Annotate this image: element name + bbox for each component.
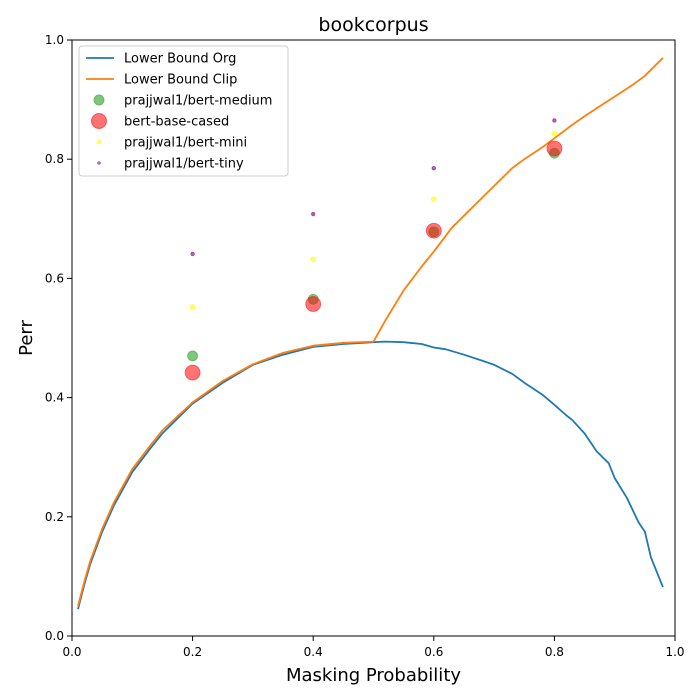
axis-ticks: 0.0 0.2 0.4 0.6 0.8 1.0 0.0 0.2 0.4 0.6 0.8 1.0 [45,33,685,659]
data-point-bert-base-cased [546,140,563,157]
x-tick-label: 0.6 [424,645,443,659]
legend-marker-bert-mini [96,139,102,145]
data-point-prajjwal1-bert-tiny [552,118,557,123]
y-tick-label: 0.8 [45,152,64,166]
legend-label-lower-bound-org: Lower Bound Org [124,52,236,67]
legend-box [78,45,289,177]
y-tick-label: 0.0 [45,629,64,643]
legend-label-lower-bound-clip: Lower Bound Clip [124,73,237,88]
data-point-bert-base-cased [184,364,201,381]
y-tick-label: 0.4 [45,391,64,405]
x-tick-label: 1.0 [665,645,684,659]
x-tick-label: 0.2 [183,645,202,659]
series-line-lower-bound-org [77,340,664,610]
x-tick-label: 0.0 [62,645,81,659]
y-tick-label: 0.6 [45,271,64,285]
plot-area [77,57,664,610]
x-tick-label: 0.4 [304,645,323,659]
data-point-bert-base-cased [425,222,442,239]
plot-frame [71,39,676,637]
x-tick-label: 0.8 [545,645,564,659]
data-point-prajjwal1-bert-mini [430,196,437,203]
legend-marker-bert-tiny [97,161,101,165]
data-point-prajjwal1-bert-mini [551,130,558,137]
legend-marker-bert-medium [93,94,105,106]
data-point-bert-base-cased [305,296,322,312]
legend-label-bert-base-cased: bert-base-cased [124,115,229,130]
y-axis-label: Perr [16,320,37,356]
legend-label-bert-medium: prajjwal1/bert-medium [124,94,272,109]
legend-marker-bert-base-cased [91,113,107,129]
data-point-prajjwal1-bert-tiny [190,251,195,257]
data-point-prajjwal1-bert-mini [189,304,196,310]
chart-title: bookcorpus [318,14,428,36]
y-tick-label: 1.0 [45,33,64,47]
y-tick-label: 0.2 [45,510,64,524]
series-line-lower-bound-clip [77,57,664,607]
legend-label-bert-mini: prajjwal1/bert-mini [124,136,247,151]
legend: Lower Bound Org Lower Bound Clip prajjwa… [78,45,289,177]
data-point-prajjwal1-bert-mini [310,256,317,263]
data-point-prajjwal1-bert-tiny [431,165,436,171]
x-axis-label: Masking Probability [286,665,461,686]
data-point-prajjwal1-bert-medium [187,350,199,362]
data-point-prajjwal1-bert-tiny [311,211,316,217]
legend-label-bert-tiny: prajjwal1/bert-tiny [124,157,244,172]
